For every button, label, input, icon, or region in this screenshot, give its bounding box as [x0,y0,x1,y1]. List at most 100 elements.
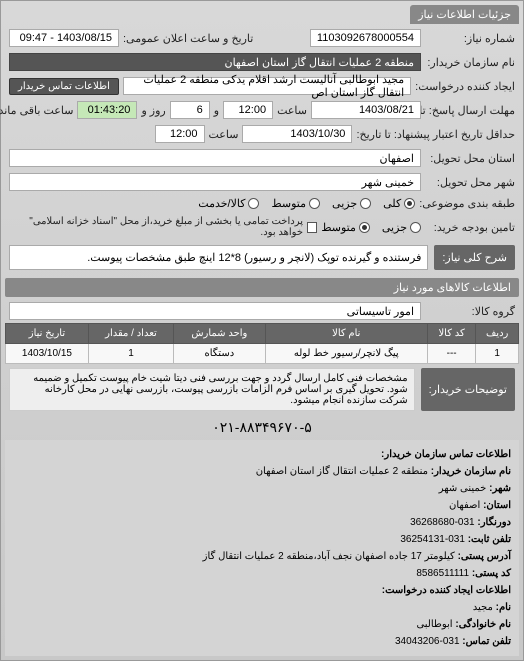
c-org: منطقه 2 عملیات انتقال گاز استان اصفهان [256,466,428,477]
c-postal-label: کد پستی: [472,568,511,579]
contact-title: اطلاعات تماس سازمان خریدار: [381,449,511,460]
checkbox-treasury[interactable] [307,222,317,233]
radio-grouping-2[interactable]: متوسط [271,197,320,210]
contact-info-box: اطلاعات تماس سازمان خریدار: نام سازمان خ… [5,440,519,656]
td-5: 1403/10/15 [6,344,89,364]
row-deliver-until: حداقل تاریخ اعتبار پیشنهاد: تا تاریخ: 14… [5,122,519,146]
goods-table: ردیف کد کالا نام کالا واحد شمارش تعداد /… [5,323,519,364]
th-4: تعداد / مقدار [88,324,173,344]
buyer-contact-button[interactable]: اطلاعات تماس خریدار [9,78,119,95]
grouping-radios: کلی جزیی متوسط کالا/خدمت [198,197,415,210]
label-city: شهر محل تحویل: [425,176,515,189]
label-request-number: شماره نیاز: [425,32,515,45]
c-addr-label: آدرس پستی: [458,551,511,562]
phone-display: ۰۲۱-۸۸۳۴۹۶۷۰-۵ [5,415,519,440]
c-prov-label: استان: [483,500,511,511]
main-panel: جزئیات اطلاعات نیاز شماره نیاز: 11030926… [0,0,524,661]
c-prov: اصفهان [449,500,480,511]
radio-label-0: کلی [383,197,401,210]
row-grouping: طبقه بندی موضوعی: کلی جزیی متوسط کالا/خد… [5,194,519,213]
label-remain-and: و [214,104,219,117]
field-explain: مشخصات فنی کامل ارسال گردد و جهت بررسی ف… [9,368,415,411]
field-province: اصفهان [9,149,421,167]
label-announce: تاریخ و ساعت اعلان عمومی: [123,32,253,45]
radio-label-2: متوسط [271,197,306,210]
c-org-label: نام سازمان خریدار: [431,466,511,477]
row-buyer: نام سازمان خریدار: منطقه 2 عملیات انتقال… [5,50,519,74]
label-deliver-until: حداقل تاریخ اعتبار پیشنهاد: تا تاریخ: [356,128,515,141]
checkbox-treasury-label: پرداخت تمامی یا بخشی از مبلغ خرید،از محل… [9,216,303,238]
field-announce: 1403/08/15 - 09:47 [9,29,119,47]
field-goods-group: امور تاسیساتی [9,302,421,320]
field-deliver-date: 1403/10/30 [242,125,352,143]
th-0: ردیف [476,324,519,344]
label-explain: توضیحات خریدار: [421,368,515,411]
label-remain-days-txt: روز و [141,104,165,117]
field-deliver-time: 12:00 [155,125,205,143]
row-province: استان محل تحویل: اصفهان [5,146,519,170]
tab-details[interactable]: جزئیات اطلاعات نیاز [410,5,519,24]
radio-fin-label-1: متوسط [321,221,356,234]
row-general-desc: شرح کلی نیاز: فرستنده و گیرنده توپک (لان… [5,241,519,274]
field-deadline-time: 12:00 [223,101,273,119]
label-province: استان محل تحویل: [425,152,515,165]
field-creator: مجید ابوطالبی آنالیست ارشد اقلام یدکی من… [123,77,411,95]
c-family: ابوطالبی [416,619,452,630]
field-request-number: 1103092678000554 [310,29,421,47]
c-ctel: 031-34043206 [395,636,460,647]
field-buyer: منطقه 2 عملیات انتقال گاز استان اصفهان [9,53,421,71]
label-buyer: نام سازمان خریدار: [425,56,515,69]
row-request-number: شماره نیاز: 1103092678000554 تاریخ و ساع… [5,26,519,50]
radio-grouping-0[interactable]: کلی [383,197,415,210]
c-postal: 8586511111 [416,568,469,579]
td-0: 1 [476,344,519,364]
c-addr: کیلومتر 17 جاده اصفهان نجف آباد،منطقه 2 … [203,551,455,562]
th-5: تاریخ نیاز [6,324,89,344]
label-deliver-time: ساعت [209,128,239,141]
section-goods-title: اطلاعات کالاهای مورد نیاز [5,278,519,297]
row-financing: تامین بودجه خرید: جزیی متوسط پرداخت تمام… [5,213,519,241]
radio-dot-icon [360,198,371,209]
field-remain-time: 01:43:20 [77,101,137,119]
th-2: نام کالا [265,324,427,344]
radio-dot-icon [248,198,259,209]
row-creator: ایجاد کننده درخواست: مجید ابوطالبی آنالی… [5,74,519,98]
c-name-label: نام: [496,602,511,613]
row-deadline: مهلت ارسال پاسخ: تا تاریخ: 1403/08/21 سا… [5,98,519,122]
row-city: شهر محل تحویل: خمینی شهر [5,170,519,194]
c-family-label: نام خانوادگی: [455,619,511,630]
row-goods-group: گروه کالا: امور تاسیساتی [5,299,519,323]
td-1: --- [427,344,475,364]
field-general-desc: فرستنده و گیرنده توپک (لانچر و رسیور) 8*… [9,245,428,270]
radio-dot-icon [359,222,370,233]
radio-fin-1[interactable]: متوسط [321,221,370,234]
radio-grouping-3[interactable]: کالا/خدمت [198,197,259,210]
c-city-label: شهر: [489,483,511,494]
c-tel: 031-36254131 [400,534,465,545]
td-4: 1 [88,344,173,364]
radio-label-3: کالا/خدمت [198,197,245,210]
c-city: خمینی شهر [439,483,487,494]
c-fax-label: دورنگار: [477,517,511,528]
td-3: دستگاه [174,344,266,364]
radio-grouping-1[interactable]: جزیی [332,197,371,210]
td-2: پیگ لانچر/رسیور خط لوله [265,344,427,364]
label-remain-suffix: ساعت باقی مانده [0,104,73,117]
label-deadline: مهلت ارسال پاسخ: تا تاریخ: [425,104,515,117]
financing-radios: جزیی متوسط [321,221,421,234]
label-creator: ایجاد کننده درخواست: [415,80,515,93]
label-financing: تامین بودجه خرید: [425,221,515,234]
radio-dot-icon [309,198,320,209]
field-city: خمینی شهر [9,173,421,191]
table-row: 1 --- پیگ لانچر/رسیور خط لوله دستگاه 1 1… [6,344,519,364]
c-tel-label: تلفن ثابت: [468,534,511,545]
radio-label-1: جزیی [332,197,357,210]
th-1: کد کالا [427,324,475,344]
label-goods-group: گروه کالا: [425,305,515,318]
label-grouping: طبقه بندی موضوعی: [419,197,515,210]
radio-fin-0[interactable]: جزیی [382,221,421,234]
row-explain: توضیحات خریدار: مشخصات فنی کامل ارسال گر… [5,364,519,415]
c-fax: 031-36268680 [410,517,475,528]
c-name: مجید [473,602,493,613]
label-general-desc: شرح کلی نیاز: [434,245,515,270]
